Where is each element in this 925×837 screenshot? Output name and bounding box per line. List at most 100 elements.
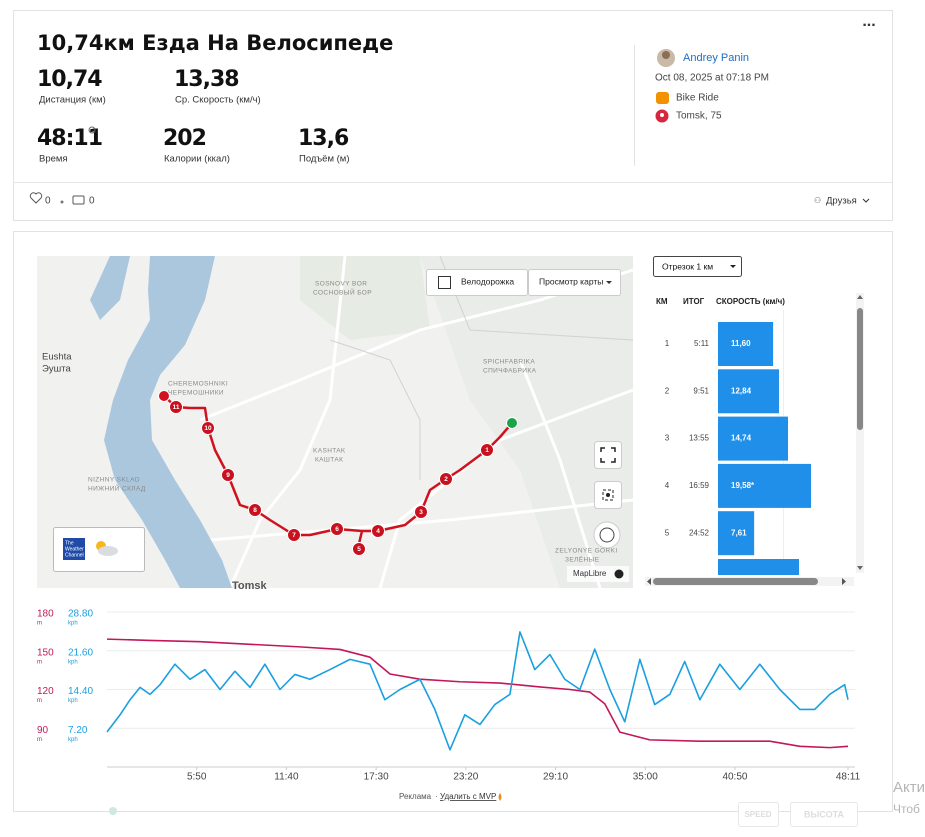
info-icon[interactable] [88,126,96,134]
y-tick-label: 150 [37,647,54,658]
x-tick-label: 17:30 [364,772,389,783]
bike-lanes-label: Велодорожка [461,276,514,286]
like-icon[interactable] [29,192,43,204]
place-label: KASHTAK [313,448,346,455]
like-count: 0 [45,196,51,207]
y2-unit: kph [68,621,78,627]
km-marker-label: 9 [226,472,230,479]
faded-icon [109,807,117,815]
map-forest [300,256,430,340]
y-tick-label: 90 [37,725,49,736]
stat-value: 202 [163,126,206,151]
place-label: СОСНОВЫЙ БОР [313,288,372,297]
x-tick-label: 35:00 [633,772,658,783]
place-label: ЗЕЛЁНЫЕ [565,556,600,564]
v-scrollbar[interactable] [856,293,864,573]
split-total: 5:11 [694,339,710,348]
attribution[interactable]: MapLibre [573,569,607,578]
river [104,256,232,588]
more-menu[interactable]: ... [862,13,875,30]
fullscreen-button[interactable] [594,441,622,469]
weather-logo-text: Channel [65,552,84,558]
split-bar [718,322,774,366]
split-km: 4 [665,481,670,490]
splits-table: 1 5:11 11,60 2 9:51 12,84 3 13:55 14,74 4 16:59 19,… [665,322,811,556]
elevation-button[interactable] [790,802,858,827]
place-label: NIZHNY SKLAD [88,477,140,484]
stat-value: 48:11 [37,126,102,151]
y2-tick-label: 7.20 [68,725,88,736]
route-end [158,390,170,402]
y2-tick-label: 14.40 [68,686,93,697]
stat-value: 13,38 [174,67,239,92]
activity-type: Bike Ride [676,93,719,104]
x-tick-label: 40:50 [722,772,747,783]
km-marker-label: 3 [419,509,423,516]
column-header: СКОРОСТЬ (км/ч) [716,297,785,306]
user-name[interactable]: Andrey Panin [683,52,749,64]
x-tick-label: 29:10 [543,772,568,783]
v-scroll-thumb[interactable] [857,308,863,430]
chevron [862,198,870,203]
remove-ads-link[interactable]: Удалить с MVP [440,792,496,801]
series-line [106,631,849,751]
audience[interactable]: Друзья [826,196,857,207]
weather-cloud [98,546,118,556]
place-label: SPICHFABRIKA [483,359,535,366]
comment-icon[interactable] [72,195,85,205]
avatar-head [662,51,670,59]
map-view-select[interactable] [528,269,621,296]
place-label: СПИЧФАБРИКА [483,368,537,375]
split-total: 9:51 [693,386,709,395]
split-selector-label: Отрезок 1 км [662,261,713,271]
split-bar [718,416,789,461]
bike-lanes-toggle[interactable] [426,269,528,296]
map[interactable]: Велодорожка Просмотр карты MapLibre TheW… [37,255,634,592]
km-marker-label: 5 [357,546,361,553]
km-marker-label: 4 [376,528,380,535]
y-tick-label: 180 [37,609,54,620]
weather-logo-text: Weather [65,546,84,552]
route-start [506,417,518,429]
column-header: ИТОГ [683,297,705,306]
pan-button[interactable] [593,521,621,549]
place-label: CHEREMOSHNIKI [168,381,228,388]
pan-icon [599,527,615,543]
y2-unit: kph [68,698,78,704]
split-speed-label: 11,60 [731,339,751,348]
km-marker-label: 10 [204,425,212,432]
speed-button[interactable] [738,802,779,827]
x-tick-label: 23:20 [453,772,478,783]
split-km: 2 [665,386,670,395]
km-marker [414,505,428,519]
recenter-dot [606,493,610,497]
activity-date: Oct 08, 2025 at 07:18 PM [655,73,769,84]
checkbox[interactable] [438,276,451,289]
series-line [106,638,849,749]
activity-card [13,10,893,221]
place-label: Tomsk [232,580,268,592]
km-marker [287,528,301,542]
separator: · [435,792,438,801]
km-marker-label: 11 [173,404,180,411]
km-marker-label: 2 [444,476,448,483]
recenter-icon [602,489,614,501]
split-speed-label: 7,61 [731,528,747,537]
split-selector[interactable] [653,256,742,277]
h-scroll-thumb[interactable] [653,578,818,585]
stat-value: 13,6 [298,126,349,151]
y2-unit: kph [68,737,78,743]
place-label: КАШТАК [315,457,343,464]
info-icon[interactable] [614,569,624,579]
place-label: Eushta [42,352,72,363]
weather-logo-text: The [65,540,74,546]
km-marker [221,468,235,482]
split-bar [718,511,755,556]
km-marker [439,472,453,486]
split-km: 3 [665,434,670,443]
km-marker-label: 7 [292,532,296,539]
stat-label: Время [39,154,68,165]
speed-elevation-chart: 90m120m150m180m7.20kph14.40kph21.60kph28… [37,609,861,783]
x-tick-label: 48:11 [836,772,861,783]
